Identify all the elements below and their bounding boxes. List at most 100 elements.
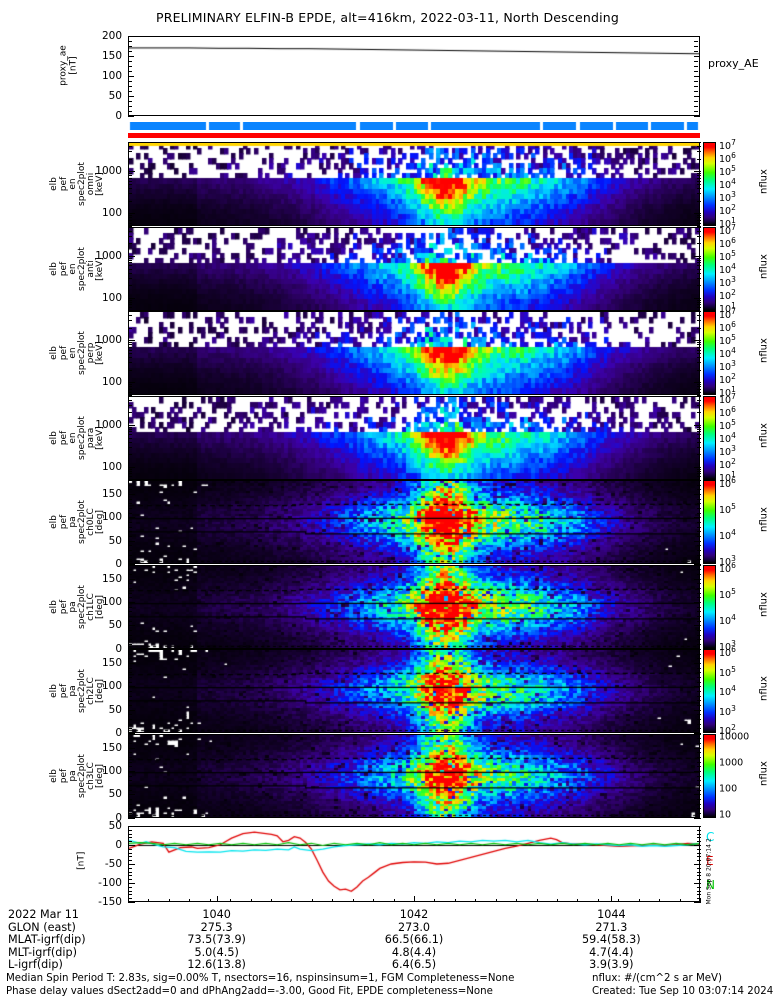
tick-minor (697, 434, 701, 436)
tick-minor (128, 257, 132, 259)
tick-minor (128, 489, 132, 491)
x-tick-minor (189, 899, 191, 902)
tick-minor (697, 894, 701, 896)
tick-minor (128, 382, 132, 384)
tick-minor (697, 625, 701, 627)
tick-minor (697, 311, 701, 312)
tick-minor (694, 116, 698, 117)
tick-minor (697, 536, 701, 537)
tick-minor (128, 437, 132, 439)
tick-minor (128, 349, 132, 351)
tick-minor (128, 301, 132, 303)
panel-ytick-omni: 1000 (95, 165, 122, 178)
tick-minor (694, 56, 698, 57)
tick-minor (128, 51, 132, 52)
tick-minor (697, 327, 701, 329)
spectrogram-ch2LC (129, 650, 699, 732)
tick-minor (128, 723, 132, 725)
tick-minor (697, 503, 701, 505)
tick-minor (697, 615, 701, 617)
tick-minor (697, 484, 701, 486)
tick-minor (697, 629, 701, 631)
tick-minor (697, 388, 701, 390)
spectrogram-omni (129, 143, 699, 225)
tick-minor (697, 391, 701, 393)
tick-minor (697, 756, 701, 758)
tick-minor (697, 789, 701, 791)
tick-minor (697, 780, 701, 782)
tick-minor (697, 879, 701, 881)
tick-minor (128, 569, 132, 571)
tick-minor (128, 634, 132, 636)
tick-minor (128, 226, 132, 228)
tick-minor (694, 76, 698, 77)
tick-minor (697, 848, 701, 850)
tick-minor (128, 173, 132, 175)
colorbar-para (703, 395, 716, 480)
tick-minor (697, 404, 701, 406)
table-cell: 73.5(73.9) (187, 933, 246, 947)
table-cell: 4.8(4.4) (391, 945, 437, 959)
x-tick-minor (271, 899, 272, 902)
x-tick-minor (168, 899, 170, 902)
tick-minor (128, 369, 132, 371)
x-tick-minor (597, 899, 599, 902)
tick-minor (697, 437, 701, 439)
tick-minor (697, 817, 701, 819)
page-title: PRELIMINARY ELFIN-B EPDE, alt=416km, 202… (155, 10, 620, 25)
tick-minor (128, 601, 132, 603)
x-tick-minor (618, 899, 620, 902)
tick-minor (694, 96, 698, 97)
tick-minor (128, 494, 132, 495)
tick-minor (128, 531, 132, 533)
tick-minor (697, 470, 701, 472)
tick-minor (697, 592, 701, 594)
table-row-label: MLAT-igrf(dip) (8, 933, 86, 947)
colorbar-tick: 103 (719, 638, 736, 653)
tick-minor (128, 522, 132, 523)
tick-minor (697, 217, 701, 219)
tick-minor (697, 658, 701, 660)
tick-minor (128, 672, 132, 674)
tick-minor (128, 536, 132, 537)
tick-minor (697, 766, 701, 768)
tick-minor (697, 494, 701, 495)
tick-minor (128, 399, 132, 401)
footer-line-2: Phase delay values dSect2add=0 and dPhAn… (6, 986, 493, 997)
tick-minor (128, 404, 132, 406)
colorbar-label-omni: nflux (758, 169, 770, 194)
tick-minor (697, 540, 701, 542)
tick-minor (128, 61, 132, 62)
panel-ytick-ch2LC: 150 (101, 657, 122, 669)
tick-minor (697, 171, 701, 173)
tick-minor (697, 695, 701, 697)
colorbar-label-ch2LC: nflux (758, 676, 770, 701)
x-tick-minor (700, 899, 701, 902)
tick-minor (697, 412, 701, 414)
tick-minor (697, 667, 701, 669)
tick-minor (694, 101, 698, 102)
tick-minor (697, 578, 701, 580)
tick-minor (128, 890, 132, 892)
panel-ytick-para: 100 (101, 460, 122, 473)
colorbar-tick: 10 (719, 809, 732, 820)
tick-minor (697, 890, 701, 892)
tick-minor (128, 761, 132, 763)
tick-minor (697, 883, 701, 884)
tick-minor (128, 76, 132, 77)
tick-minor (128, 304, 132, 306)
tick-minor (128, 265, 132, 267)
table-cell: 1042 (399, 908, 429, 921)
footer-created: Created: Tue Sep 10 03:07:14 2024 (592, 986, 774, 997)
tick-minor (128, 545, 132, 547)
tick-minor (697, 177, 701, 179)
tick-minor (128, 573, 132, 575)
tick-minor (697, 489, 701, 491)
tick-minor (697, 307, 701, 309)
colorbar-tick: 102 (719, 202, 736, 218)
tick-minor (128, 728, 132, 730)
tick-minor (128, 643, 132, 645)
tick-minor (697, 742, 701, 744)
tick-minor (697, 573, 701, 575)
tick-minor (128, 454, 132, 456)
